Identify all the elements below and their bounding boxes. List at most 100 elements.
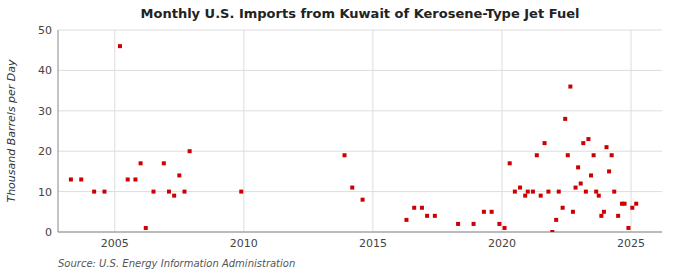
point <box>568 85 572 89</box>
y-axis-line <box>58 30 59 232</box>
point <box>566 153 570 157</box>
point <box>554 218 558 222</box>
x-tick-label: 2025 <box>617 237 645 250</box>
point <box>543 141 547 145</box>
point <box>561 206 565 210</box>
point <box>634 202 638 206</box>
point <box>557 190 561 194</box>
point <box>623 202 627 206</box>
point <box>188 149 192 153</box>
point <box>563 117 567 121</box>
point <box>626 226 630 230</box>
y-grid-line <box>58 191 662 192</box>
point <box>550 230 554 232</box>
point <box>239 190 243 194</box>
point <box>167 190 171 194</box>
point <box>350 186 354 190</box>
point <box>630 206 634 210</box>
x-tick-label: 2005 <box>101 237 129 250</box>
point <box>412 206 416 210</box>
source-note: Source: U.S. Energy Information Administ… <box>58 258 295 269</box>
point <box>586 137 590 141</box>
point <box>433 214 437 218</box>
point <box>361 198 365 202</box>
point <box>531 190 535 194</box>
point <box>612 190 616 194</box>
point <box>182 190 186 194</box>
point <box>546 190 550 194</box>
point <box>126 177 130 181</box>
point <box>92 190 96 194</box>
point <box>584 190 588 194</box>
point <box>594 190 598 194</box>
point <box>503 226 507 230</box>
point <box>616 214 620 218</box>
point <box>602 210 606 214</box>
point <box>404 218 408 222</box>
point <box>607 169 611 173</box>
x-tick-label: 2020 <box>488 237 516 250</box>
point <box>576 165 580 169</box>
y-tick-label: 50 <box>38 24 52 37</box>
point <box>597 194 601 198</box>
point <box>579 182 583 186</box>
point <box>592 153 596 157</box>
point <box>535 153 539 157</box>
y-grid-line <box>58 70 662 71</box>
point <box>425 214 429 218</box>
point <box>599 214 603 218</box>
point <box>490 210 494 214</box>
y-tick-label: 30 <box>38 105 52 118</box>
point <box>456 222 460 226</box>
x-tick-label: 2010 <box>230 237 258 250</box>
point <box>523 194 527 198</box>
point <box>162 161 166 165</box>
point <box>513 190 517 194</box>
point <box>172 194 176 198</box>
point <box>539 194 543 198</box>
point <box>526 190 530 194</box>
y-grid-line <box>58 151 662 152</box>
point <box>343 153 347 157</box>
x-grid-line <box>372 30 373 232</box>
title: Monthly U.S. Imports from Kuwait of Kero… <box>141 6 580 21</box>
y-tick-label: 10 <box>38 186 52 199</box>
y-grid-line <box>58 232 662 233</box>
point <box>133 177 137 181</box>
point <box>139 161 143 165</box>
point <box>497 222 501 226</box>
point <box>144 226 148 230</box>
y-grid-line <box>58 30 662 31</box>
chart: Monthly U.S. Imports from Kuwait of Kero… <box>0 0 675 275</box>
point <box>118 44 122 48</box>
x-grid-line <box>114 30 115 232</box>
x-grid-line <box>243 30 244 232</box>
y-grid-line <box>58 110 662 111</box>
point <box>610 153 614 157</box>
point <box>589 173 593 177</box>
point <box>482 210 486 214</box>
y-tick-label: 20 <box>38 145 52 158</box>
point <box>79 177 83 181</box>
point <box>605 145 609 149</box>
point <box>472 222 476 226</box>
grid <box>58 30 662 232</box>
y-axis-label: Thousand Barrels per Day <box>5 59 18 203</box>
point <box>518 186 522 190</box>
x-grid-line <box>631 30 632 232</box>
point <box>102 190 106 194</box>
point <box>581 141 585 145</box>
x-grid-line <box>501 30 502 232</box>
y-tick-label: 0 <box>45 226 52 239</box>
point <box>508 161 512 165</box>
point <box>69 177 73 181</box>
x-tick-label: 2015 <box>359 237 387 250</box>
point <box>571 210 575 214</box>
x-axis-line <box>58 232 662 233</box>
y-tick-label: 40 <box>38 64 52 77</box>
points <box>69 44 638 232</box>
point <box>177 173 181 177</box>
point <box>152 190 156 194</box>
point <box>574 186 578 190</box>
point <box>420 206 424 210</box>
